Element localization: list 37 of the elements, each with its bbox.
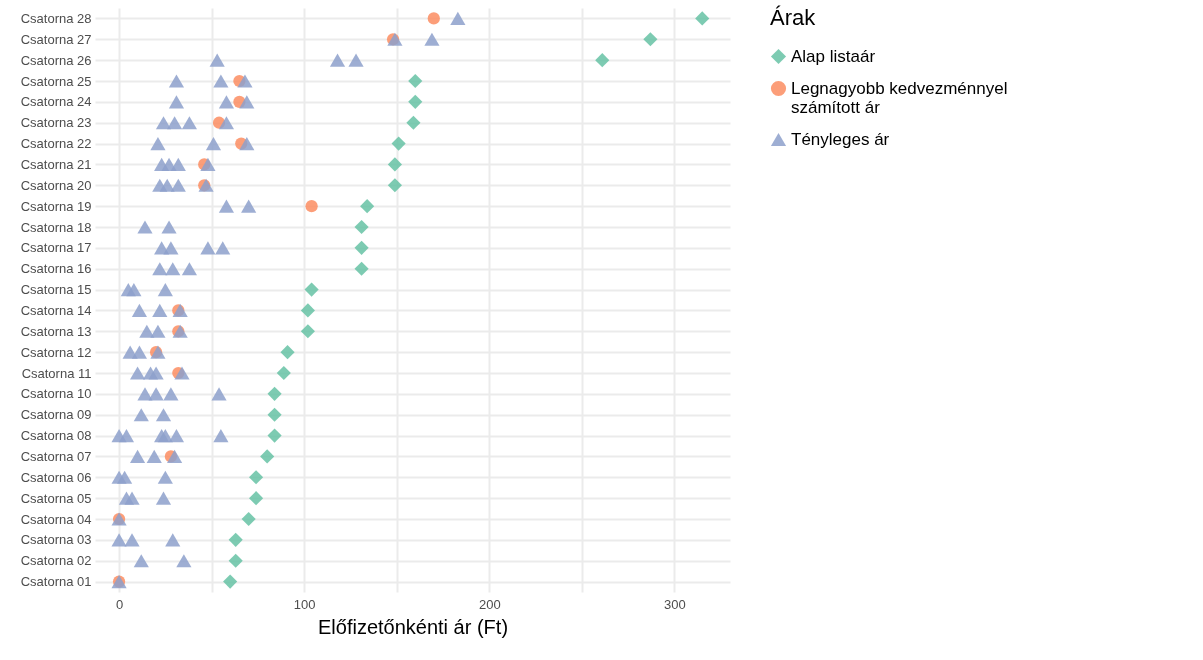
y-tick-label: Csatorna 24 (20, 94, 92, 110)
y-tick-label: Csatorna 26 (20, 52, 92, 68)
y-tick-label: Csatorna 11 (21, 365, 92, 381)
x-tick-label: 200 (478, 596, 501, 612)
y-tick-label: Csatorna 13 (20, 323, 92, 339)
y-tick-label: Csatorna 07 (20, 448, 92, 464)
y-tick-label: Csatorna 01 (20, 574, 92, 590)
y-tick-label: Csatorna 16 (20, 261, 92, 277)
y-tick-label: Csatorna 17 (20, 240, 92, 256)
x-tick-label: 300 (664, 596, 686, 612)
y-tick-label: Csatorna 25 (20, 73, 92, 89)
x-tick-label: 100 (293, 596, 316, 612)
legend-label: Alap listaár (791, 46, 876, 66)
y-tick-label: Csatorna 06 (20, 469, 92, 485)
y-tick-label: Csatorna 03 (20, 532, 92, 548)
y-tick-label: Csatorna 09 (20, 407, 92, 423)
y-tick-label: Csatorna 27 (20, 31, 92, 47)
y-tick-label: Csatorna 12 (20, 344, 92, 360)
y-tick-label: Csatorna 22 (20, 136, 92, 152)
y-tick-label: Csatorna 04 (20, 511, 92, 527)
y-tick-label: Csatorna 15 (20, 282, 92, 298)
legend-label: Legnagyobb kedvezménnyel számított ár (791, 78, 1008, 117)
y-tick-label: Csatorna 23 (20, 115, 92, 131)
y-tick-label: Csatorna 18 (20, 219, 92, 235)
legend-label: Tényleges ár (791, 129, 890, 149)
y-tick-label: Csatorna 21 (20, 156, 92, 172)
y-tick-label: Csatorna 10 (20, 386, 92, 402)
y-tick-label: Csatorna 02 (20, 553, 92, 569)
y-tick-label: Csatorna 19 (20, 198, 92, 214)
legend-title: Árak (770, 5, 817, 30)
x-axis-title: Előfizetőnkénti ár (Ft) (317, 615, 509, 638)
y-tick-label: Csatorna 14 (20, 302, 92, 318)
y-tick-label: Csatorna 05 (20, 490, 92, 506)
y-tick-label: Csatorna 28 (20, 10, 92, 26)
x-tick-label: 0 (115, 596, 124, 612)
y-tick-label: Csatorna 20 (20, 177, 92, 193)
y-tick-label: Csatorna 08 (20, 428, 92, 444)
